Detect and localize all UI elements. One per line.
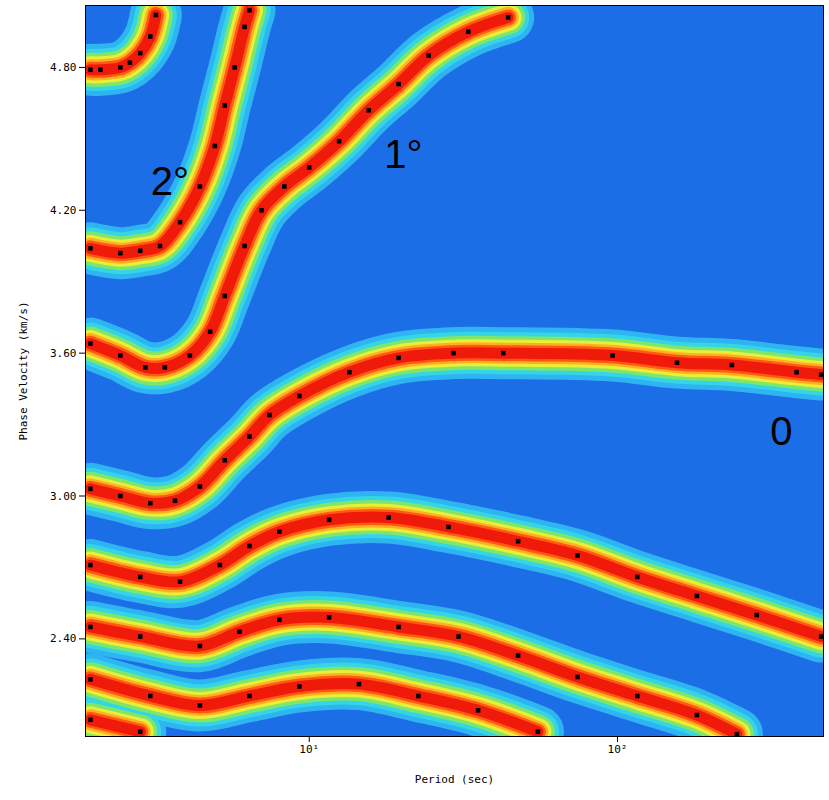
svg-text:2°: 2° [151,159,189,203]
svg-text:4.20: 4.20 [50,204,77,217]
svg-text:3.00: 3.00 [50,490,77,503]
svg-text:Period (sec): Period (sec) [415,773,494,786]
svg-text:3.60: 3.60 [50,347,77,360]
svg-text:1°: 1° [384,132,422,176]
svg-text:10¹: 10¹ [299,743,319,756]
svg-text:Phase Velocity (km/s): Phase Velocity (km/s) [17,301,30,440]
svg-text:0: 0 [770,409,792,453]
svg-text:2.40: 2.40 [50,632,77,645]
svg-text:10²: 10² [608,743,628,756]
svg-text:4.80: 4.80 [50,61,77,74]
